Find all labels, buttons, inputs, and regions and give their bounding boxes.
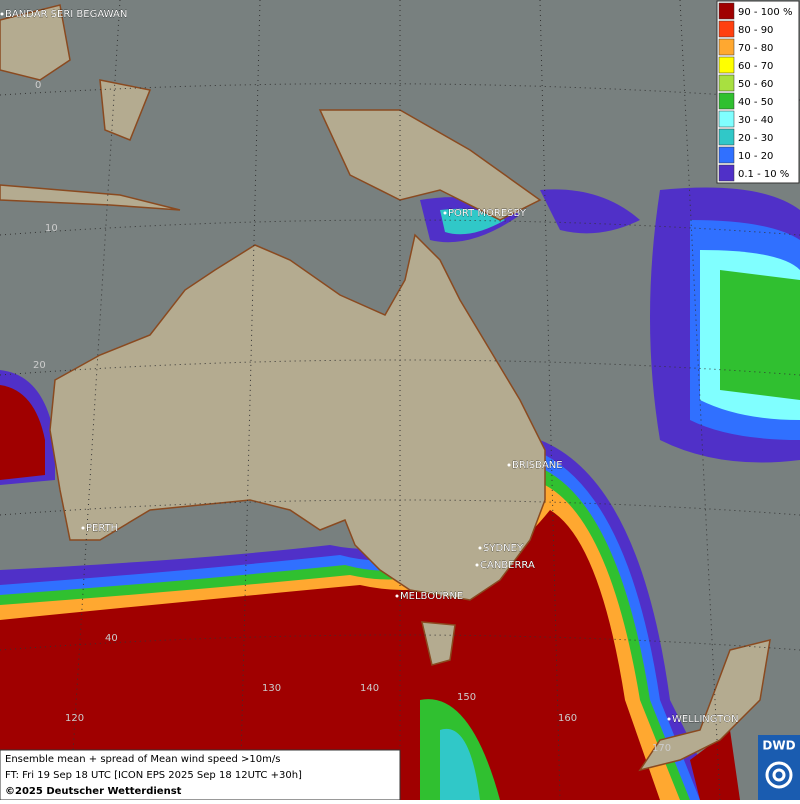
place-dot bbox=[443, 211, 447, 215]
lon-label: 150 bbox=[457, 692, 476, 703]
legend-label: 0.1 - 10 % bbox=[738, 169, 789, 180]
lon-label: 130 bbox=[262, 683, 281, 694]
legend-swatch bbox=[718, 128, 735, 146]
legend-swatch bbox=[718, 74, 735, 92]
legend-label: 30 - 40 bbox=[738, 115, 773, 126]
lat-label: 0 bbox=[35, 80, 41, 91]
legend-label: 40 - 50 bbox=[738, 97, 773, 108]
place-label: MELBOURNE bbox=[400, 591, 463, 602]
place-dot bbox=[667, 717, 671, 721]
legend-label: 70 - 80 bbox=[738, 43, 773, 54]
footer-box bbox=[0, 749, 401, 801]
lat-label: 10 bbox=[45, 223, 58, 234]
legend-label: 20 - 30 bbox=[738, 133, 773, 144]
logo-swirl bbox=[765, 761, 793, 789]
legend-swatch bbox=[718, 38, 735, 56]
legend-swatch bbox=[718, 56, 735, 74]
legend-label: 10 - 20 bbox=[738, 151, 773, 162]
logo: DWD bbox=[762, 739, 795, 753]
land bbox=[0, 4, 771, 772]
legend-swatch bbox=[718, 2, 735, 20]
place-dot bbox=[81, 526, 85, 530]
wind-area bbox=[0, 385, 45, 480]
logo-swirl bbox=[772, 768, 786, 782]
place-label: PORT MORESBY bbox=[448, 208, 527, 219]
footer-line: Ensemble mean + spread of Mean wind spee… bbox=[5, 754, 280, 765]
legend-swatch bbox=[718, 20, 735, 38]
lon-label: 160 bbox=[558, 713, 577, 724]
place-label: BANDAR SERI BEGAWAN bbox=[5, 9, 127, 20]
legend-swatch bbox=[718, 164, 735, 182]
place-label: BRISBANE bbox=[512, 460, 563, 471]
lat-label: 40 bbox=[105, 633, 118, 644]
wind-area bbox=[440, 728, 480, 800]
lon-label: 140 bbox=[360, 683, 379, 694]
wind-area bbox=[690, 730, 740, 800]
legend-label: 60 - 70 bbox=[738, 61, 773, 72]
legend-swatch bbox=[718, 146, 735, 164]
lon-label: 170 bbox=[652, 743, 671, 754]
lon-label: 120 bbox=[65, 713, 84, 724]
place-label: PERTH bbox=[86, 523, 118, 534]
legend-label: 80 - 90 bbox=[738, 25, 773, 36]
place-label: SYDNEY bbox=[483, 543, 524, 554]
place-dot bbox=[507, 463, 511, 467]
logo-box bbox=[758, 735, 800, 800]
footer-line: ©2025 Deutscher Wetterdienst bbox=[5, 786, 182, 797]
lat-label: 20 bbox=[33, 360, 46, 371]
place-dot bbox=[395, 594, 399, 598]
legend-swatch bbox=[718, 110, 735, 128]
legend-label: 90 - 100 % bbox=[738, 7, 792, 18]
wind-area bbox=[720, 270, 800, 400]
place-label: WELLINGTON bbox=[672, 714, 739, 725]
legend-swatch bbox=[718, 92, 735, 110]
place-dot bbox=[478, 546, 482, 550]
legend-label: 50 - 60 bbox=[738, 79, 773, 90]
footer-line: FT: Fri 19 Sep 18 UTC [ICON EPS 2025 Sep… bbox=[5, 770, 302, 781]
place-dot bbox=[0, 12, 4, 16]
place-dot bbox=[475, 563, 479, 567]
place-label: CANBERRA bbox=[480, 560, 535, 571]
